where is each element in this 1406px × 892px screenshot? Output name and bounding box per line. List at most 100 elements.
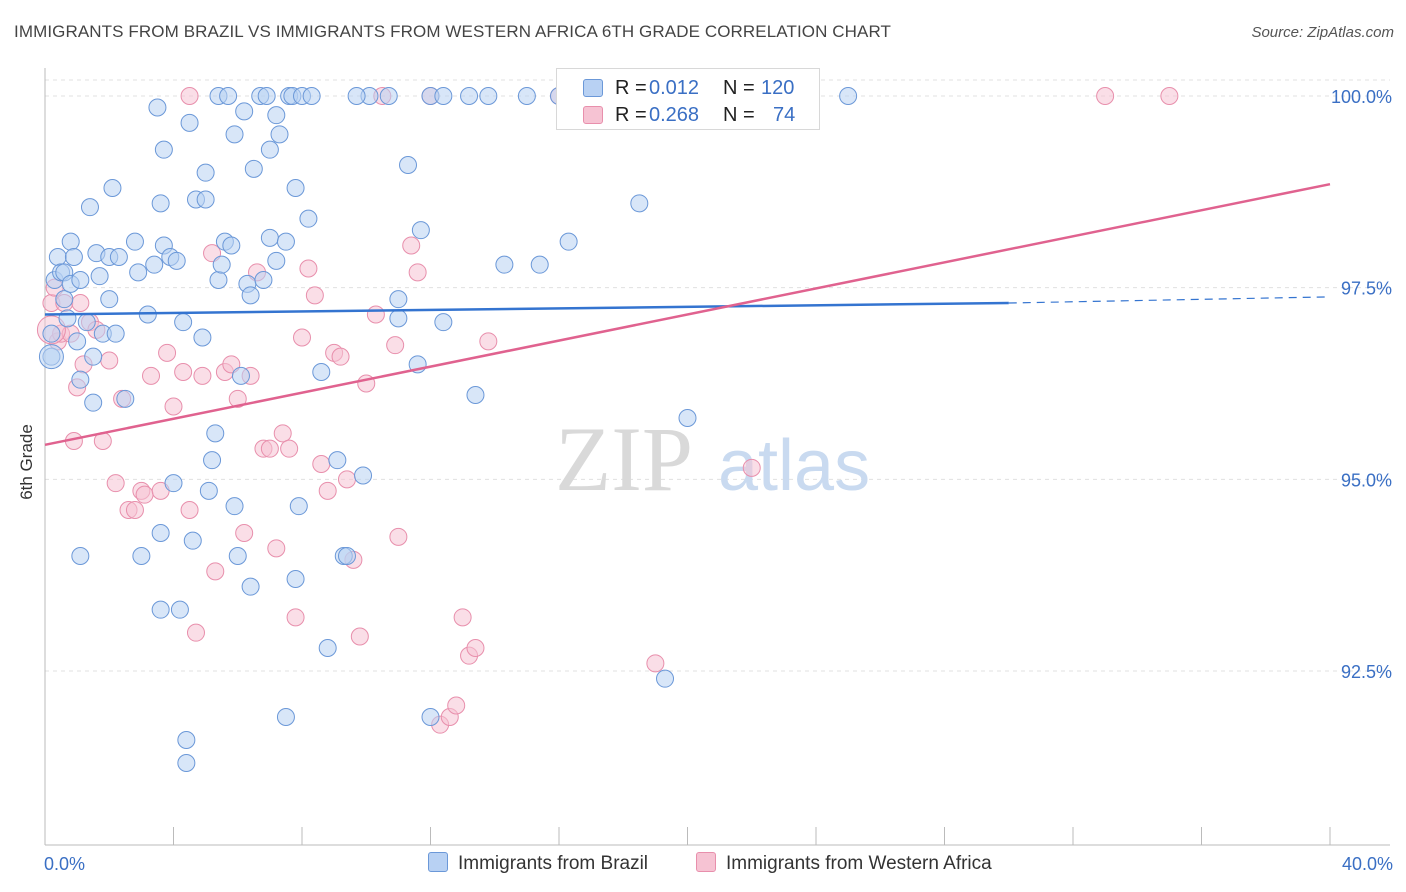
data-point-brazil (241, 286, 260, 305)
data-point-western-africa (312, 455, 331, 473)
data-point-western-africa (331, 347, 350, 366)
data-point-brazil (55, 290, 74, 309)
legend-n-value: 120 (761, 77, 795, 99)
data-point-brazil (129, 263, 148, 282)
data-point-western-africa (125, 501, 144, 519)
data-point-western-africa (447, 696, 466, 715)
source-credit: Source: ZipAtlas.com (1251, 24, 1394, 41)
data-point-western-africa (479, 332, 498, 351)
legend-item-brazil: Immigrants from Brazil (428, 852, 648, 875)
data-point-brazil (656, 669, 675, 688)
axes (44, 68, 1390, 846)
legend-r-label: R = (615, 104, 647, 126)
data-point-brazil (90, 267, 109, 286)
legend-swatch-pink (583, 106, 603, 124)
data-point-brazil (109, 248, 128, 266)
data-point-western-africa (71, 294, 90, 312)
trendline-western-africa (44, 182, 1331, 447)
data-point-brazil (244, 159, 263, 178)
data-point-western-africa (466, 639, 485, 657)
legend-row-brazil: R = 0.012 N = 120 (557, 75, 819, 101)
data-point-western-africa (646, 654, 665, 673)
data-point-western-africa (180, 501, 199, 519)
data-point-brazil (276, 232, 295, 251)
data-point-brazil (219, 87, 238, 105)
trendline-brazil (44, 301, 1009, 316)
data-point-brazil (38, 344, 64, 370)
data-point-western-africa (742, 458, 761, 477)
data-point-brazil (318, 639, 337, 657)
data-point-western-africa (222, 355, 241, 374)
data-point-western-africa (389, 527, 408, 546)
data-point-brazil (517, 87, 536, 105)
data-point-brazil (267, 251, 286, 270)
legend-r-value: 0.268 (649, 104, 700, 126)
data-point-brazil (260, 140, 279, 159)
data-point-brazil (530, 255, 549, 274)
data-point-brazil (399, 156, 418, 174)
data-point-brazil (196, 190, 215, 209)
data-point-brazil (170, 600, 189, 619)
data-point-brazil (151, 194, 170, 213)
data-point-western-africa (164, 397, 183, 416)
data-point-brazil (71, 547, 90, 565)
data-point-western-africa (402, 236, 421, 255)
data-point-brazil (71, 370, 90, 389)
y-tick-label: 97.5% (1341, 279, 1392, 299)
watermark: ZIP atlas (555, 408, 870, 510)
data-point-brazil (132, 547, 151, 565)
data-point-brazil (177, 731, 196, 749)
data-point-brazil (183, 531, 202, 550)
data-point-brazil (145, 255, 164, 274)
data-point-brazil (254, 271, 273, 289)
data-point-brazil (286, 179, 305, 197)
data-point-western-africa (299, 259, 318, 278)
data-point-brazil (289, 497, 308, 516)
data-point-brazil (228, 547, 247, 565)
series-legend: Immigrants from Brazil Immigrants from W… (0, 852, 1406, 878)
data-point-brazil (177, 754, 196, 772)
data-point-western-africa (1096, 87, 1115, 105)
data-point-brazil (379, 87, 398, 105)
data-point-brazil (225, 125, 244, 144)
data-point-brazil (299, 209, 318, 228)
data-point-western-africa (350, 627, 369, 646)
data-point-brazil (64, 248, 83, 266)
data-point-brazil (434, 87, 453, 105)
legend-n-value: 74 (773, 104, 796, 126)
legend-row-western-africa: R = 0.268 N = 74 (557, 102, 819, 128)
y-tick-label: 92.5% (1341, 662, 1392, 682)
data-point-brazil (231, 366, 250, 385)
data-point-brazil (167, 251, 186, 270)
data-point-western-africa (386, 336, 405, 355)
data-point-brazil (257, 87, 276, 105)
data-point-brazil (148, 98, 167, 117)
data-point-brazil (559, 232, 578, 251)
data-point-brazil (84, 347, 103, 366)
legend-swatch-blue (583, 79, 603, 97)
data-point-brazil (276, 708, 295, 726)
data-point-brazil (354, 466, 373, 485)
data-point-brazil (196, 163, 215, 182)
data-point-brazil (61, 232, 80, 251)
data-point-brazil (630, 194, 649, 213)
data-point-brazil (241, 577, 260, 596)
data-point-brazil (260, 228, 279, 247)
data-point-western-africa (408, 263, 427, 282)
data-point-western-africa (100, 351, 119, 370)
correlation-legend: R = 0.012 N = 120 R = 0.268 N = 74 (556, 68, 820, 130)
trend-lines (44, 182, 1331, 447)
data-point-western-africa (1160, 87, 1179, 105)
data-point-brazil (411, 221, 430, 240)
data-point-western-africa (318, 481, 337, 500)
legend-swatch-blue (428, 852, 448, 872)
data-point-brazil (209, 271, 228, 289)
watermark-atlas: atlas (718, 426, 870, 506)
data-point-western-africa (174, 363, 193, 381)
data-point-brazil (68, 332, 87, 351)
y-tick-label: 100.0% (1331, 87, 1392, 107)
data-point-western-africa (186, 623, 205, 642)
x-tick-label: 40.0% (1342, 854, 1393, 874)
data-point-brazil (100, 290, 119, 309)
data-point-brazil (839, 87, 858, 105)
